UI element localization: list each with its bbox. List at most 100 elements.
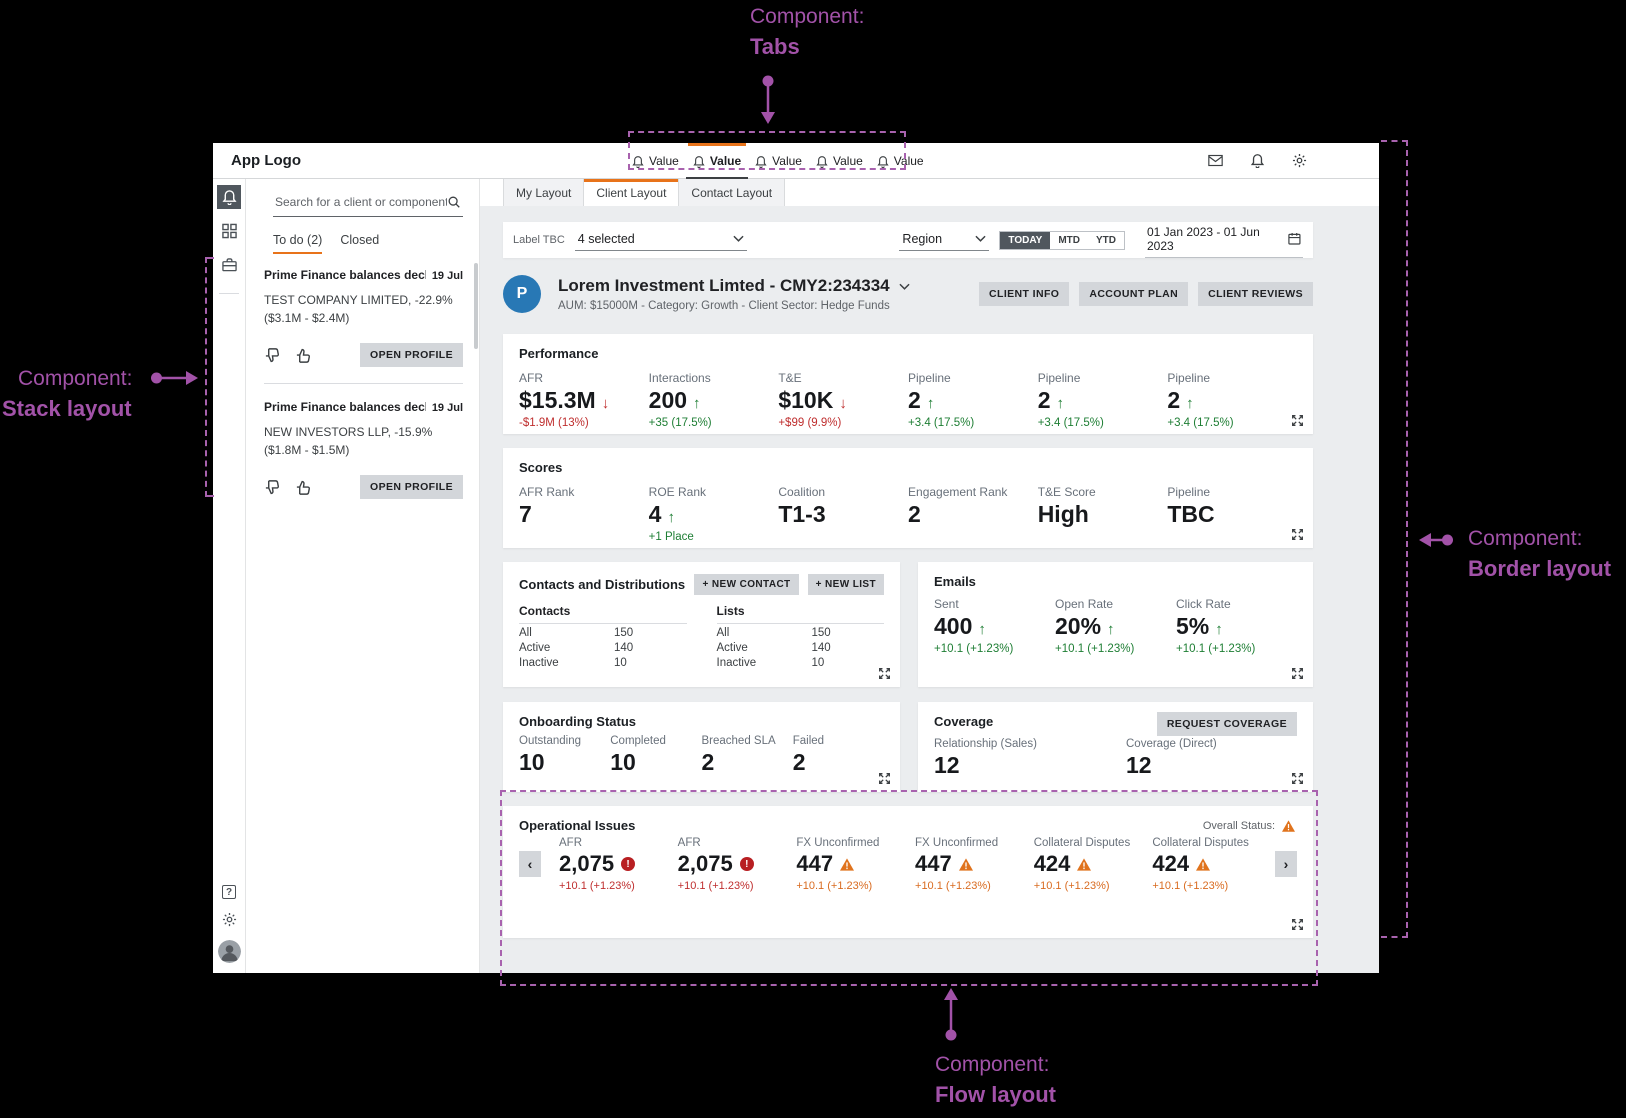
expand-icon[interactable] bbox=[878, 667, 891, 680]
scrollbar[interactable] bbox=[474, 263, 478, 349]
open-profile-button[interactable]: OPEN PROFILE bbox=[360, 475, 463, 499]
value-tab-2-selected[interactable]: Value bbox=[686, 143, 748, 179]
metric-sent: Sent 400 ↑ +10.1 (+1.23%) bbox=[934, 597, 1055, 655]
warning-triangle-icon bbox=[1077, 857, 1092, 871]
annotation-tabs: Component: Tabs bbox=[750, 2, 864, 62]
divider bbox=[264, 383, 463, 384]
segment-today[interactable]: TODAY bbox=[1000, 231, 1051, 249]
app-logo: App Logo bbox=[231, 152, 301, 169]
value-tab-5[interactable]: Value bbox=[870, 143, 931, 179]
metric-outstanding: Outstanding 10 bbox=[519, 735, 610, 776]
value-tab-1[interactable]: Value bbox=[625, 143, 686, 179]
new-contact-button[interactable]: + NEW CONTACT bbox=[694, 574, 799, 595]
gear-icon[interactable] bbox=[222, 912, 237, 927]
open-profile-button[interactable]: OPEN PROFILE bbox=[360, 343, 463, 367]
expand-icon[interactable] bbox=[1291, 414, 1304, 427]
expand-icon[interactable] bbox=[1291, 918, 1304, 931]
trend-up-icon: ↑ bbox=[693, 395, 701, 412]
operational-metrics: AFR 2,075! +10.1 (+1.23%) AFR 2,075! +10… bbox=[559, 837, 1271, 892]
metric-label: Pipeline bbox=[1167, 485, 1211, 499]
expand-icon[interactable] bbox=[1291, 772, 1304, 785]
account-plan-button[interactable]: ACCOUNT PLAN bbox=[1079, 282, 1189, 306]
rail-dashboard-button[interactable] bbox=[217, 219, 241, 243]
expand-icon[interactable] bbox=[1291, 528, 1304, 541]
trend-up-icon: ↑ bbox=[1056, 395, 1064, 412]
border-annotation-box bbox=[1381, 140, 1408, 938]
help-icon[interactable]: ? bbox=[222, 885, 236, 899]
metric-change: +35 (17.5%) bbox=[648, 417, 712, 429]
value-tab-4[interactable]: Value bbox=[809, 143, 870, 179]
metric-label: AFR bbox=[559, 837, 582, 849]
metric-completed: Completed 10 bbox=[610, 735, 701, 776]
metric-pipeline: Pipeline 2 ↑ +3.4 (17.5%) bbox=[908, 371, 1038, 429]
client-info-button[interactable]: CLIENT INFO bbox=[979, 282, 1070, 306]
metric-label: Completed bbox=[610, 735, 666, 747]
performance-card: Performance AFR $15.3M ↓ -$1.9M (13%) Int… bbox=[503, 334, 1313, 434]
multi-select-dropdown[interactable]: 4 selected bbox=[574, 230, 747, 251]
client-reviews-button[interactable]: CLIENT REVIEWS bbox=[1198, 282, 1313, 306]
metric-label: Open Rate bbox=[1055, 597, 1114, 611]
metric-collateral-disputes: Collateral Disputes 424 +10.1 (+1.23%) bbox=[1152, 837, 1271, 892]
table-row: Inactive 10 bbox=[717, 657, 885, 669]
metric-label: Click Rate bbox=[1176, 597, 1231, 611]
tab-client-layout[interactable]: Client Layout bbox=[584, 179, 680, 206]
new-contact-label: NEW CONTACT bbox=[711, 579, 791, 590]
date-range-picker[interactable]: 01 Jan 2023 - 01 Jun 2023 bbox=[1145, 223, 1303, 258]
settings-gear-icon[interactable] bbox=[1292, 153, 1307, 168]
search-icon[interactable] bbox=[447, 195, 461, 209]
card-title: Contacts and Distributions bbox=[519, 577, 686, 592]
thumbs-up-icon[interactable] bbox=[295, 479, 312, 496]
trend-up-icon: ↑ bbox=[667, 509, 675, 526]
chevron-down-icon[interactable] bbox=[899, 283, 910, 290]
expand-icon[interactable] bbox=[878, 772, 891, 785]
metric-change: +$99 (9.9%) bbox=[778, 417, 842, 429]
metric-value: 2 bbox=[908, 501, 921, 527]
tab-contact-layout[interactable]: Contact Layout bbox=[679, 179, 786, 206]
metric-value: 2 bbox=[701, 749, 715, 775]
chevron-down-icon bbox=[975, 235, 987, 242]
tab-closed[interactable]: Closed bbox=[340, 233, 380, 247]
plus-icon: + bbox=[702, 579, 709, 590]
trend-up-icon: ↑ bbox=[978, 621, 986, 638]
segment-ytd[interactable]: YTD bbox=[1088, 231, 1124, 249]
trend-up-icon: ↑ bbox=[1107, 621, 1115, 638]
metric-afr-issues: AFR 2,075! +10.1 (+1.23%) bbox=[678, 837, 797, 892]
user-avatar[interactable] bbox=[217, 940, 241, 963]
annotation-tabs-name: Tabs bbox=[750, 34, 800, 59]
calendar-icon bbox=[1288, 232, 1301, 245]
rail-notifications-button[interactable] bbox=[217, 185, 241, 209]
metric-label: Coalition bbox=[778, 485, 826, 499]
thumbs-down-icon[interactable] bbox=[264, 347, 281, 364]
card-title: Operational Issues bbox=[519, 818, 636, 833]
mail-icon[interactable] bbox=[1208, 153, 1223, 168]
tab-my-layout[interactable]: My Layout bbox=[503, 179, 585, 206]
notifications-bell-icon[interactable] bbox=[1250, 153, 1265, 168]
request-coverage-button[interactable]: REQUEST COVERAGE bbox=[1156, 712, 1297, 736]
thumbs-up-icon[interactable] bbox=[295, 347, 312, 364]
expand-icon[interactable] bbox=[1291, 667, 1304, 680]
thumbs-down-icon[interactable] bbox=[264, 479, 281, 496]
tab-todo[interactable]: To do (2) bbox=[273, 233, 323, 254]
region-dropdown[interactable]: Region bbox=[899, 230, 990, 251]
rail-portfolio-button[interactable] bbox=[217, 253, 241, 277]
segment-mtd[interactable]: MTD bbox=[1050, 231, 1088, 249]
period-segmented-control: TODAY MTD YTD bbox=[999, 230, 1125, 250]
table-row: All 150 bbox=[717, 627, 885, 639]
metric-change: +10.1 (+1.23%) bbox=[934, 643, 1014, 655]
new-list-button[interactable]: + NEW LIST bbox=[807, 574, 884, 595]
carousel-prev-button[interactable]: ‹ bbox=[519, 851, 541, 877]
row-value: 10 bbox=[614, 657, 627, 669]
metric-value: 7 bbox=[519, 501, 532, 527]
carousel-next-button[interactable]: › bbox=[1275, 851, 1297, 877]
annotation-arrow-left-icon bbox=[1419, 533, 1453, 547]
value-tab-label: Value bbox=[649, 154, 679, 168]
search-input[interactable] bbox=[275, 195, 447, 209]
warning-triangle-icon bbox=[1196, 857, 1211, 871]
value-tab-3[interactable]: Value bbox=[748, 143, 809, 179]
client-name: Lorem Investment Limted - CMY2:234334 bbox=[558, 276, 910, 296]
metric-value: 20% bbox=[1055, 613, 1102, 639]
metric-label: Pipeline bbox=[908, 371, 951, 385]
metric-afr-rank: AFR Rank 7 bbox=[519, 485, 649, 543]
trend-up-icon: ↑ bbox=[926, 395, 935, 412]
